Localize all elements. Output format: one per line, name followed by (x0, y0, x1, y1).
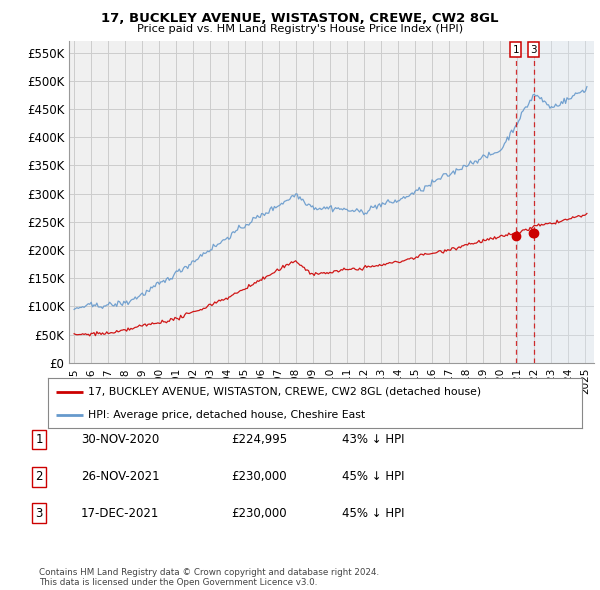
Text: 45% ↓ HPI: 45% ↓ HPI (342, 470, 404, 483)
Text: Contains HM Land Registry data © Crown copyright and database right 2024.
This d: Contains HM Land Registry data © Crown c… (39, 568, 379, 587)
Text: 3: 3 (530, 45, 537, 55)
Text: Price paid vs. HM Land Registry's House Price Index (HPI): Price paid vs. HM Land Registry's House … (137, 24, 463, 34)
Text: 1: 1 (512, 45, 519, 55)
Text: £230,000: £230,000 (231, 470, 287, 483)
Text: 3: 3 (35, 507, 43, 520)
Text: 26-NOV-2021: 26-NOV-2021 (81, 470, 160, 483)
Text: HPI: Average price, detached house, Cheshire East: HPI: Average price, detached house, Ches… (88, 410, 365, 420)
Text: 43% ↓ HPI: 43% ↓ HPI (342, 433, 404, 446)
Text: 2: 2 (35, 470, 43, 483)
Text: 1: 1 (35, 433, 43, 446)
Text: £230,000: £230,000 (231, 507, 287, 520)
Text: 17, BUCKLEY AVENUE, WISTASTON, CREWE, CW2 8GL (detached house): 17, BUCKLEY AVENUE, WISTASTON, CREWE, CW… (88, 386, 481, 396)
Text: 17, BUCKLEY AVENUE, WISTASTON, CREWE, CW2 8GL: 17, BUCKLEY AVENUE, WISTASTON, CREWE, CW… (101, 12, 499, 25)
Text: 17-DEC-2021: 17-DEC-2021 (81, 507, 160, 520)
Text: 30-NOV-2020: 30-NOV-2020 (81, 433, 159, 446)
Bar (516, 41, 594, 363)
Text: 45% ↓ HPI: 45% ↓ HPI (342, 507, 404, 520)
Text: £224,995: £224,995 (231, 433, 287, 446)
